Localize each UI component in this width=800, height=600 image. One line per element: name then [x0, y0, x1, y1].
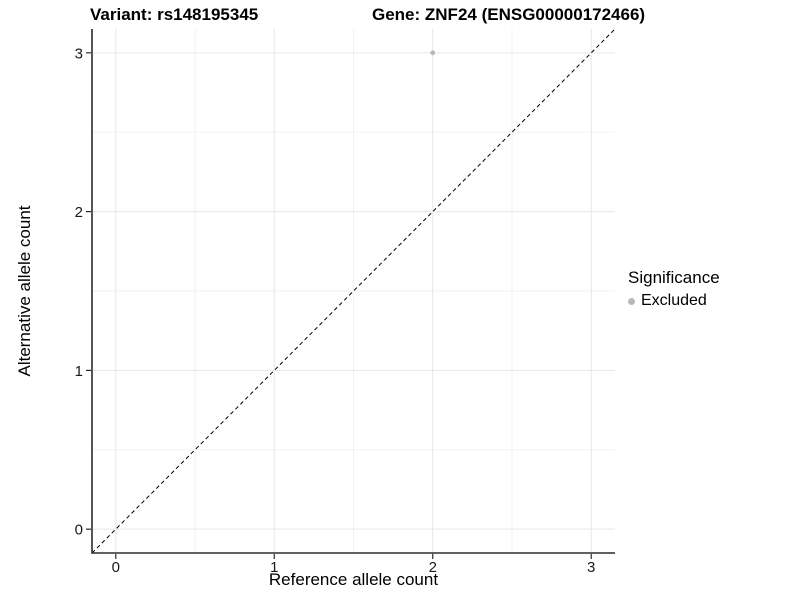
x-tick-label: 3 — [587, 559, 595, 576]
legend-item-label: Excluded — [641, 292, 707, 309]
x-tick-label: 2 — [429, 559, 437, 576]
x-tick-label: 1 — [270, 559, 278, 576]
legend-title: Significance — [628, 268, 720, 287]
x-tick-label: 0 — [112, 559, 120, 576]
y-tick-label: 3 — [75, 45, 83, 62]
excluded-marker-icon — [628, 297, 635, 305]
y-tick-label: 2 — [75, 204, 83, 221]
plot-title-gene: Gene: ZNF24 (ENSG00000172466) — [372, 5, 646, 24]
plot-title-variant: Variant: rs148195345 — [90, 5, 259, 24]
data-point — [430, 50, 436, 56]
legend: Significance Excluded — [628, 268, 720, 310]
y-tick-label: 1 — [75, 363, 83, 380]
legend-item-excluded: Excluded — [628, 292, 720, 310]
y-axis-title: Alternative allele count — [15, 205, 34, 377]
identity-line — [91, 28, 616, 554]
x-axis-title: Reference allele count — [268, 570, 439, 589]
y-tick-label: 0 — [75, 522, 83, 539]
axis-lines — [91, 29, 615, 554]
